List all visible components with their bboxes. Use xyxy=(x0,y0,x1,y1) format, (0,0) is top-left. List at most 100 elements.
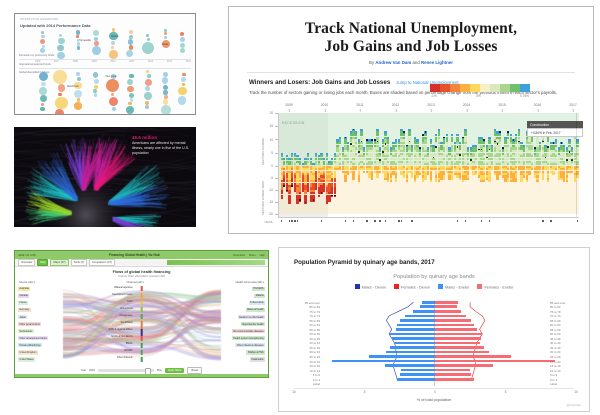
play-label[interactable]: Play xyxy=(156,369,162,373)
gain-cell[interactable] xyxy=(547,163,550,166)
loss-cell[interactable] xyxy=(283,170,286,173)
sankey-channel-label[interactable]: UNICEF xyxy=(123,350,133,353)
gain-cell[interactable] xyxy=(413,139,416,142)
gain-cell[interactable] xyxy=(517,147,520,150)
loss-cell[interactable] xyxy=(288,194,291,197)
loss-cell[interactable] xyxy=(323,187,326,190)
loss-cell[interactable] xyxy=(344,170,347,173)
loss-cell[interactable] xyxy=(397,165,400,168)
gain-cell[interactable] xyxy=(507,136,510,139)
loss-cell[interactable] xyxy=(475,165,478,168)
gain-cell[interactable] xyxy=(555,147,558,150)
loss-cell[interactable] xyxy=(525,180,528,183)
gain-cell[interactable] xyxy=(432,157,435,161)
gain-cell[interactable] xyxy=(475,144,478,147)
loss-cell[interactable] xyxy=(280,182,283,185)
loss-cell[interactable] xyxy=(381,168,384,171)
gain-cell[interactable] xyxy=(531,163,534,166)
loss-cell[interactable] xyxy=(413,180,416,183)
window-action[interactable]: Help xyxy=(259,253,265,257)
loss-cell[interactable] xyxy=(411,175,414,178)
loss-cell[interactable] xyxy=(315,177,318,180)
gain-cell[interactable] xyxy=(384,147,387,150)
gain-cell[interactable] xyxy=(333,155,336,158)
loss-cell[interactable] xyxy=(429,175,432,178)
gain-cell[interactable] xyxy=(560,149,563,153)
highlight-marker[interactable] xyxy=(496,143,499,146)
loss-cell[interactable] xyxy=(467,175,470,178)
gain-cell[interactable] xyxy=(469,163,472,166)
loss-cell[interactable] xyxy=(424,168,427,171)
gain-cell[interactable] xyxy=(400,157,403,161)
loss-cell[interactable] xyxy=(368,170,371,173)
loss-cell[interactable] xyxy=(347,170,350,173)
loss-cell[interactable] xyxy=(520,173,523,176)
bubble[interactable] xyxy=(145,105,150,110)
gain-cell[interactable] xyxy=(416,157,419,161)
gain-cell[interactable] xyxy=(531,136,534,139)
loss-cell[interactable] xyxy=(323,180,326,183)
loss-cell[interactable] xyxy=(469,165,472,168)
loss-cell[interactable] xyxy=(293,177,296,180)
gain-cell[interactable] xyxy=(448,149,451,153)
gain-cell[interactable] xyxy=(469,157,472,161)
loss-cell[interactable] xyxy=(461,168,464,171)
gain-cell[interactable] xyxy=(488,144,491,147)
gain-cell[interactable] xyxy=(504,139,507,142)
loss-cell[interactable] xyxy=(429,165,432,168)
loss-cell[interactable] xyxy=(563,168,566,171)
gain-cell[interactable] xyxy=(424,160,427,163)
highlight-marker[interactable] xyxy=(376,140,379,143)
loss-cell[interactable] xyxy=(451,165,454,168)
loss-cell[interactable] xyxy=(435,168,438,171)
loss-cell[interactable] xyxy=(280,170,283,173)
gain-cell[interactable] xyxy=(464,152,467,155)
gain-cell[interactable] xyxy=(339,155,342,158)
highlight-marker[interactable] xyxy=(486,156,488,159)
gain-cell[interactable] xyxy=(504,155,507,158)
loss-cell[interactable] xyxy=(309,165,312,168)
gain-cell[interactable] xyxy=(525,131,528,134)
gain-cell[interactable] xyxy=(480,144,483,147)
loss-cell[interactable] xyxy=(453,165,456,168)
gain-cell[interactable] xyxy=(344,163,347,166)
loss-cell[interactable] xyxy=(357,180,360,183)
gain-cell[interactable] xyxy=(397,160,400,163)
bubble[interactable] xyxy=(125,106,135,114)
loss-cell[interactable] xyxy=(547,173,550,176)
gain-cell[interactable] xyxy=(315,152,318,155)
loss-cell[interactable] xyxy=(501,165,504,168)
gain-cell[interactable] xyxy=(357,160,360,163)
pyramid-bar-male[interactable] xyxy=(390,332,435,336)
loss-cell[interactable] xyxy=(293,180,296,183)
gain-cell[interactable] xyxy=(443,155,446,158)
gain-cell[interactable] xyxy=(389,149,392,153)
gain-cell[interactable] xyxy=(509,155,512,158)
loss-cell[interactable] xyxy=(315,173,318,176)
gain-cell[interactable] xyxy=(517,128,520,132)
loss-cell[interactable] xyxy=(368,165,371,168)
gain-cell[interactable] xyxy=(424,155,427,158)
loss-cell[interactable] xyxy=(307,165,310,168)
gain-cell[interactable] xyxy=(464,155,467,158)
gain-cell[interactable] xyxy=(365,152,368,155)
loss-cell[interactable] xyxy=(288,189,291,192)
gain-cell[interactable] xyxy=(491,160,494,163)
bubble[interactable] xyxy=(162,99,169,105)
loss-cell[interactable] xyxy=(523,175,526,178)
gain-cell[interactable] xyxy=(536,139,539,142)
loss-cell[interactable] xyxy=(485,170,488,173)
gain-cell[interactable] xyxy=(437,136,440,139)
gain-cell[interactable] xyxy=(320,160,323,163)
gain-cell[interactable] xyxy=(517,163,520,166)
gain-cell[interactable] xyxy=(403,139,406,142)
gain-cell[interactable] xyxy=(376,157,379,161)
gain-cell[interactable] xyxy=(485,157,488,161)
gain-cell[interactable] xyxy=(429,149,432,153)
gain-cell[interactable] xyxy=(379,160,382,163)
gain-cell[interactable] xyxy=(528,163,531,166)
loss-cell[interactable] xyxy=(427,165,430,168)
loss-cell[interactable] xyxy=(421,170,424,173)
loss-cell[interactable] xyxy=(328,189,331,192)
loss-cell[interactable] xyxy=(403,175,406,178)
